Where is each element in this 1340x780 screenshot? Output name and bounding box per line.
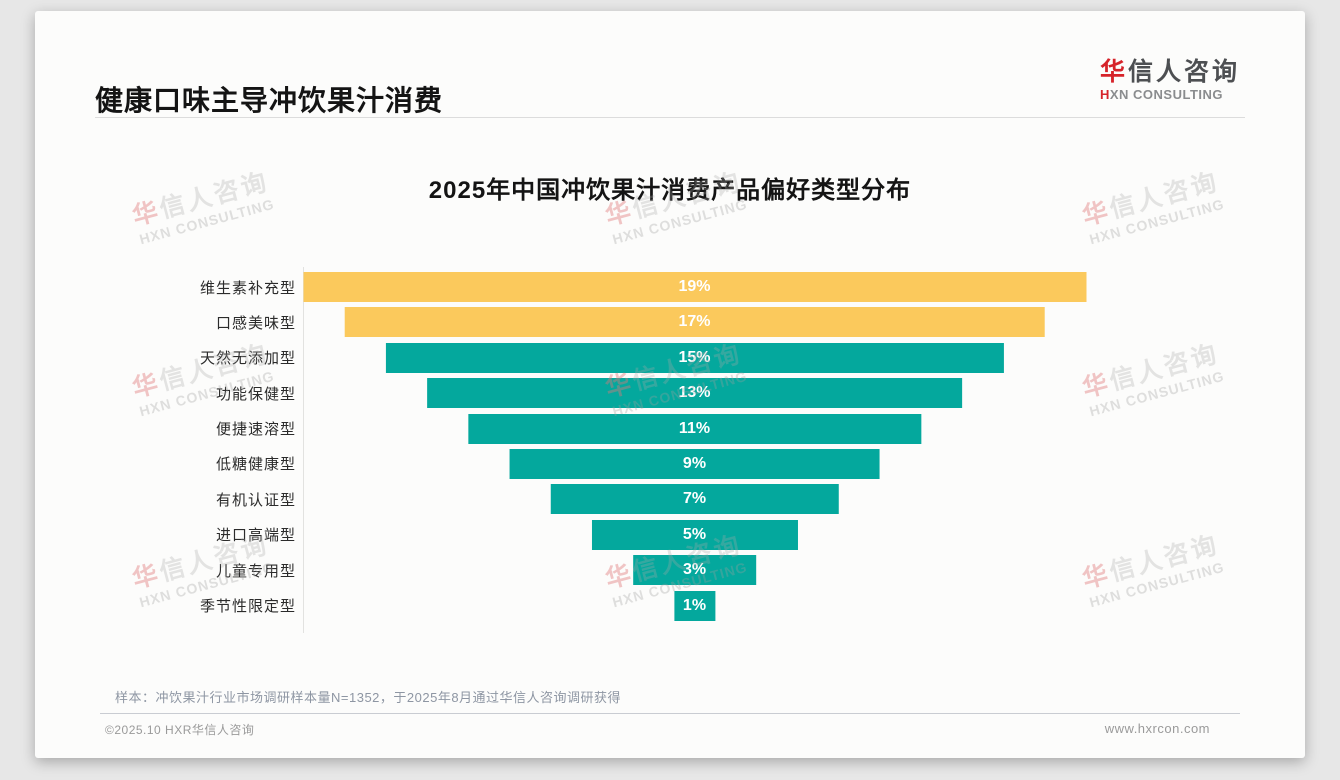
bar-value-label: 3% — [682, 561, 707, 579]
bar-value-label: 19% — [678, 278, 711, 295]
bar-value-label: 11% — [678, 419, 711, 437]
funnel-bar: 19% — [303, 272, 1086, 302]
chart-row: 有机认证型 7% — [35, 484, 1305, 515]
company-logo: 华信人咨询 HXN CONSULTING — [1100, 57, 1240, 103]
logo-cn-text: 华信人咨询 — [1099, 58, 1240, 86]
row-plot: 13% — [303, 378, 1086, 409]
footer-divider — [100, 713, 1240, 714]
funnel-bar: 11% — [467, 413, 922, 444]
header-divider — [95, 117, 1245, 118]
report-card: 华信人咨询 HXN CONSULTING 华信人咨询 HXN CONSULTIN… — [35, 11, 1305, 758]
chart-row: 儿童专用型 3% — [35, 555, 1305, 586]
website-text: www.hxrcon.com — [1104, 721, 1210, 736]
logo-en-text: HXN CONSULTING — [1099, 87, 1224, 102]
category-label: 低糖健康型 — [215, 456, 296, 474]
chart-row: 口感美味型 17% — [35, 307, 1305, 338]
row-plot: 5% — [303, 519, 1086, 550]
chart-row: 天然无添加型 15% — [35, 342, 1305, 373]
chart-axis-line — [303, 267, 304, 633]
row-plot: 15% — [303, 342, 1086, 373]
row-plot: 7% — [303, 484, 1086, 515]
page-title: 健康口味主导冲饮果汁消费 — [95, 85, 444, 116]
bar-value-label: 5% — [682, 525, 707, 543]
category-label: 口感美味型 — [215, 314, 296, 332]
row-plot: 17% — [303, 307, 1086, 338]
chart-title: 2025年中国冲饮果汁消费产品偏好类型分布 — [428, 177, 912, 204]
chart-row: 功能保健型 13% — [35, 378, 1305, 409]
chart-row: 季节性限定型 1% — [35, 590, 1305, 621]
row-plot: 19% — [303, 272, 1086, 302]
funnel-bar: 13% — [426, 378, 963, 409]
funnel-chart: 维生素补充型 19% 口感美味型 17% 天然无添加型 15% 功能保健型 13% 便捷速溶型 1… — [35, 272, 1305, 621]
category-label: 进口高端型 — [215, 527, 296, 545]
bar-value-label: 15% — [678, 348, 711, 366]
category-label: 维生素补充型 — [199, 279, 296, 297]
funnel-bar: 9% — [509, 448, 880, 479]
chart-row: 便捷速溶型 11% — [35, 413, 1305, 444]
chart-row: 维生素补充型 19% — [35, 272, 1305, 302]
copyright-text: ©2025.10 HXR华信人咨询 — [105, 723, 255, 737]
category-label: 儿童专用型 — [215, 562, 296, 580]
row-plot: 9% — [303, 448, 1086, 479]
bar-value-label: 17% — [678, 313, 711, 331]
funnel-bar: 15% — [385, 342, 1004, 373]
chart-row: 进口高端型 5% — [35, 519, 1305, 550]
bar-value-label: 13% — [678, 384, 711, 402]
funnel-bar: 5% — [591, 519, 798, 550]
funnel-bar: 7% — [550, 484, 839, 515]
category-label: 有机认证型 — [215, 491, 296, 509]
bar-value-label: 7% — [682, 490, 707, 508]
bar-value-label: 9% — [682, 454, 707, 472]
bar-value-label: 1% — [682, 596, 707, 614]
chart-row: 低糖健康型 9% — [35, 448, 1305, 479]
funnel-bar: 17% — [344, 307, 1045, 338]
category-label: 天然无添加型 — [199, 350, 296, 368]
funnel-bar: 1% — [673, 590, 716, 621]
row-plot: 11% — [303, 413, 1086, 444]
category-label: 季节性限定型 — [199, 598, 296, 616]
funnel-bar: 3% — [632, 555, 757, 586]
category-label: 便捷速溶型 — [215, 421, 296, 439]
sample-note: 样本：冲饮果汁行业市场调研样本量N=1352，于2025年8月通过华信人咨询调研… — [115, 690, 622, 705]
row-plot: 3% — [303, 555, 1086, 586]
row-plot: 1% — [303, 590, 1086, 621]
category-label: 功能保健型 — [215, 385, 296, 403]
